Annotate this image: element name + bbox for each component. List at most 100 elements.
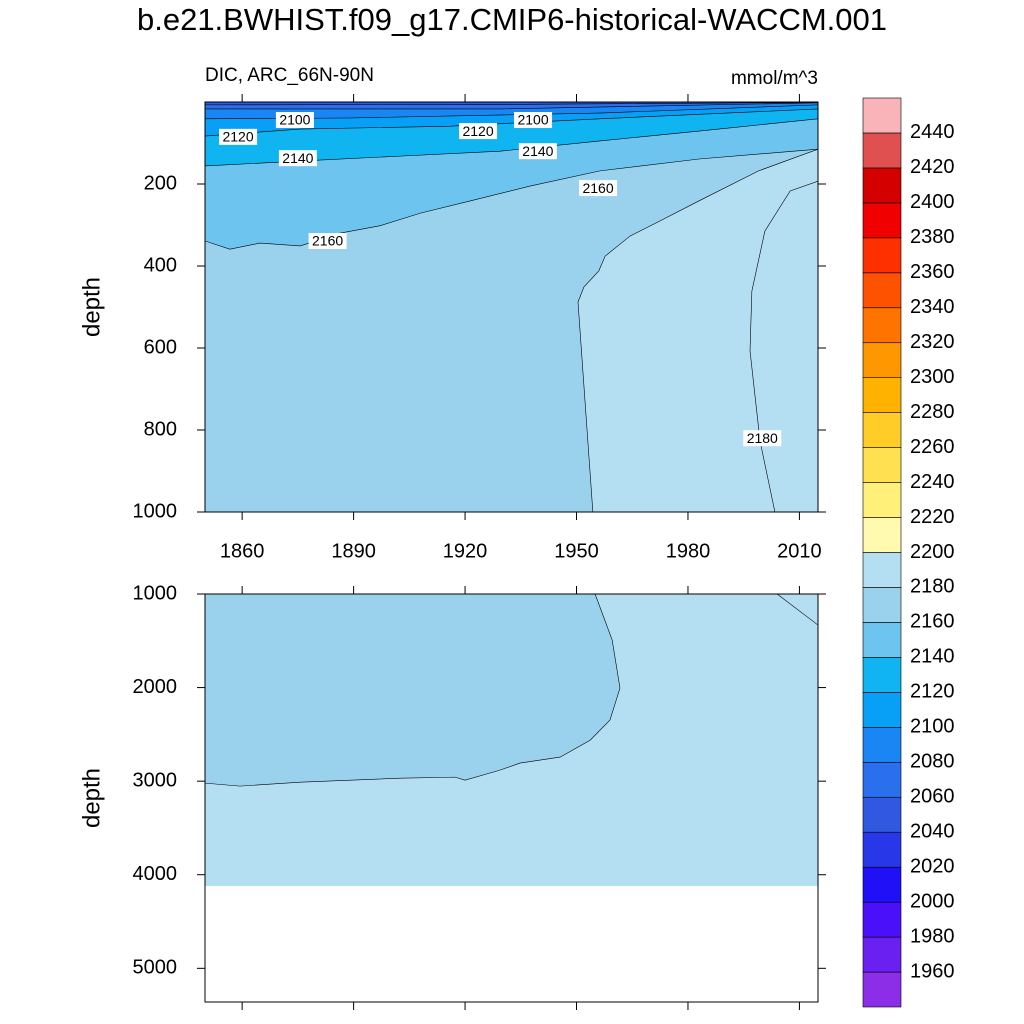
x-tick-label: 1860: [220, 540, 265, 562]
contour-fill: [750, 181, 818, 512]
contour-label: 2100: [517, 112, 548, 128]
colorbar-box: [862, 692, 902, 728]
contour-label-bg: [459, 123, 498, 140]
colorbar-box: [862, 237, 902, 274]
colorbar-label: 2020: [910, 855, 955, 877]
contour-label: 2120: [222, 129, 253, 145]
colorbar-box: [862, 796, 902, 833]
x-tick-label: 1920: [443, 540, 488, 562]
colorbar-label: 2220: [910, 506, 955, 528]
y-axis-label: depth: [78, 768, 105, 828]
y-tick-label: 600: [144, 336, 177, 358]
colorbar-label: 2340: [910, 296, 955, 318]
colorbar-box: [862, 97, 902, 134]
colorbar-label: 2100: [910, 716, 955, 738]
colorbar-label: 2400: [910, 191, 955, 213]
contour-line: [205, 102, 818, 110]
colorbar-label: 2320: [910, 331, 955, 353]
colorbar-label: 1960: [910, 960, 955, 982]
y-axis-label: depth: [78, 277, 105, 337]
contour-line: [205, 102, 818, 106]
y-tick-label: 1000: [133, 500, 178, 522]
colorbar-box: [862, 901, 902, 938]
colorbar-box: [862, 307, 902, 344]
y-tick-label: 5000: [133, 957, 178, 979]
contour-label-bg: [579, 180, 618, 197]
colorbar-label: 2260: [910, 436, 955, 458]
contour-fill: [205, 102, 818, 105]
colorbar-box: [862, 587, 902, 623]
colorbar-box: [862, 657, 902, 693]
x-tick-label: 2010: [777, 540, 822, 562]
y-tick-label: 400: [144, 254, 177, 276]
contour-label: 2180: [747, 430, 778, 446]
colorbar-label: 2140: [910, 646, 955, 668]
colorbar-box: [862, 447, 902, 483]
colorbar-label: 2420: [910, 156, 955, 178]
plot-area: [205, 594, 818, 886]
colorbar-box: [862, 761, 902, 798]
y-tick-label: 4000: [133, 863, 178, 885]
y-tick-label: 3000: [133, 769, 178, 791]
plot-area: [205, 102, 818, 512]
contour-label: 2140: [282, 150, 313, 166]
colorbar-box: [862, 132, 902, 169]
contour-line: [205, 148, 818, 250]
contour-label: 2160: [582, 180, 613, 196]
colorbar-box: [862, 272, 902, 309]
colorbar-box: [862, 936, 902, 973]
colorbar-label: 2060: [910, 786, 955, 808]
colorbar-box: [862, 342, 902, 378]
colorbar-box: [862, 971, 902, 1008]
contour-label: 2160: [312, 233, 343, 249]
y-tick-label: 800: [144, 418, 177, 440]
colorbar-label: 1980: [910, 925, 955, 947]
y-tick-label: 2000: [133, 676, 178, 698]
x-tick-label: 1890: [331, 540, 376, 562]
contour-label: 2140: [522, 143, 553, 159]
colorbar-label: 2120: [910, 681, 955, 703]
contour-label-bg: [743, 430, 782, 447]
contour-line: [205, 108, 818, 137]
colorbar-label: 2180: [910, 576, 955, 598]
colorbar-box: [862, 167, 902, 204]
x-tick-label: 1950: [554, 540, 599, 562]
y-tick-label: 200: [144, 172, 177, 194]
colorbar-box: [862, 377, 902, 413]
contour-label-bg: [219, 128, 258, 145]
colorbar-box: [862, 412, 902, 448]
contour-label-bg: [518, 143, 557, 160]
contour-label-bg: [514, 112, 553, 129]
colorbar-box: [862, 727, 902, 763]
frame: [204, 101, 819, 513]
colorbar-label: 2000: [910, 890, 955, 912]
colorbar-label: 2080: [910, 751, 955, 773]
colorbar-label: 2200: [910, 541, 955, 563]
colorbar-box: [862, 552, 902, 588]
contour-line: [205, 594, 621, 787]
colorbar-label: 2440: [910, 121, 955, 143]
colorbar-box: [862, 831, 902, 868]
contour-label-bg: [275, 112, 314, 129]
y-tick-label: 1000: [133, 582, 178, 604]
colorbar-box: [862, 866, 902, 903]
colorbar-label: 2160: [910, 611, 955, 633]
contour-label: 2100: [279, 112, 310, 128]
contour-label-bg: [278, 150, 317, 167]
colorbar-label: 2240: [910, 471, 955, 493]
colorbar-label: 2280: [910, 401, 955, 423]
colorbar-label: 2380: [910, 226, 955, 248]
contour-label-bg: [308, 232, 347, 249]
colorbar-box: [862, 622, 902, 658]
colorbar-box: [862, 517, 902, 553]
contour-line: [577, 148, 818, 512]
subtitle: DIC, ARC_66N-90N: [205, 65, 374, 86]
x-tick-label: 1980: [666, 540, 711, 562]
frame: [204, 593, 819, 1003]
contour-line: [776, 594, 818, 626]
colorbar-box: [862, 202, 902, 239]
units: mmol/m^3: [731, 68, 818, 89]
colorbar-label: 2360: [910, 261, 955, 283]
contour-fill: [205, 594, 620, 787]
